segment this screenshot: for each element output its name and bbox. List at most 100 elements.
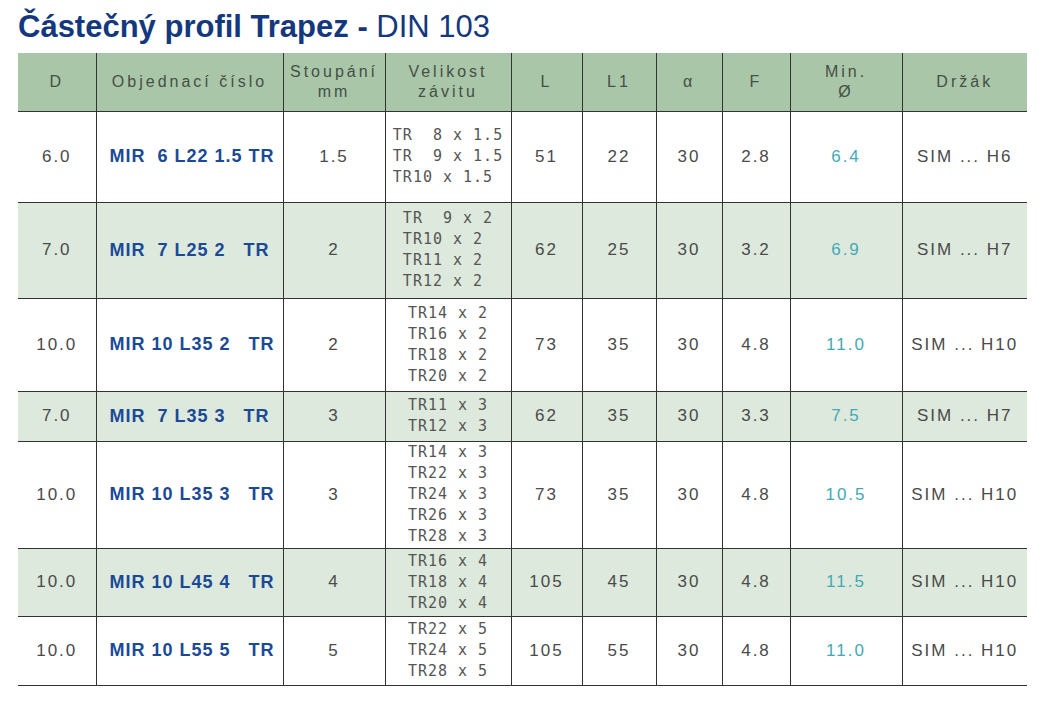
col-header-label: Držák <box>936 73 993 90</box>
thread-sizes-block: TR14 x 2TR16 x 2TR18 x 2TR20 x 2 <box>408 303 488 387</box>
cell-order-number: MIR 7 L35 3 TR <box>96 391 283 441</box>
cell-order-number: MIR 6 L22 1.5 TR <box>96 111 283 202</box>
cell-pitch: 2 <box>283 202 385 298</box>
col-header-label: α <box>683 73 695 90</box>
cell-holder: SIM ... H7 <box>902 202 1027 298</box>
col-header-pitch: Stoupánímm <box>283 53 385 111</box>
cell-order-number: MIR 10 L35 3 TR <box>96 441 283 548</box>
cell-f: 4.8 <box>722 298 790 391</box>
thread-size: TR16 x 2 <box>408 324 488 345</box>
cell-pitch: 3 <box>283 391 385 441</box>
table-row: 10.0 MIR 10 L45 4 TR 4 TR16 x 4TR18 x 4T… <box>18 548 1027 616</box>
cell-order-number: MIR 10 L55 5 TR <box>96 616 283 685</box>
thread-sizes-block: TR 8 x 1.5TR 9 x 1.5TR10 x 1.5 <box>393 125 503 188</box>
col-header-sublabel: mm <box>284 82 385 102</box>
thread-size: TR12 x 2 <box>403 271 493 292</box>
col-header-l1: L1 <box>582 53 656 111</box>
thread-size: TR28 x 3 <box>408 526 488 547</box>
cell-order-number: MIR 10 L45 4 TR <box>96 548 283 616</box>
table-header: D Objednací číslo Stoupánímm Velikostzáv… <box>18 53 1027 111</box>
cell-min-diameter: 10.5 <box>790 441 902 548</box>
thread-size: TR28 x 5 <box>408 661 488 682</box>
thread-size: TR11 x 2 <box>403 250 493 271</box>
cell-holder: SIM ... H10 <box>902 298 1027 391</box>
cell-pitch: 2 <box>283 298 385 391</box>
cell-d: 7.0 <box>18 391 96 441</box>
cell-holder: SIM ... H6 <box>902 111 1027 202</box>
table-row: 7.0 MIR 7 L25 2 TR 2 TR 9 x 2TR10 x 2TR1… <box>18 202 1027 298</box>
thread-size: TR12 x 3 <box>408 416 488 437</box>
col-header-label: Min. <box>825 63 867 80</box>
thread-sizes-block: TR14 x 3TR22 x 3TR24 x 3TR26 x 3TR28 x 3 <box>408 442 488 547</box>
thread-size: TR22 x 5 <box>408 619 488 640</box>
cell-min-diameter: 11.0 <box>790 298 902 391</box>
cell-f: 4.8 <box>722 548 790 616</box>
cell-holder: SIM ... H10 <box>902 548 1027 616</box>
cell-l1: 35 <box>582 391 656 441</box>
table-body: 6.0 MIR 6 L22 1.5 TR 1.5 TR 8 x 1.5TR 9 … <box>18 111 1027 685</box>
thread-size: TR 8 x 1.5 <box>393 125 503 146</box>
diameter-symbol: Ø <box>791 82 902 102</box>
product-table: D Objednací číslo Stoupánímm Velikostzáv… <box>18 53 1027 686</box>
table-row: 10.0 MIR 10 L35 3 TR 3 TR14 x 3TR22 x 3T… <box>18 441 1027 548</box>
thread-sizes-block: TR16 x 4TR18 x 4TR20 x 4 <box>408 551 488 614</box>
cell-l: 73 <box>511 298 582 391</box>
cell-min-diameter: 6.9 <box>790 202 902 298</box>
thread-size: TR26 x 3 <box>408 505 488 526</box>
cell-alpha: 30 <box>656 441 722 548</box>
cell-l: 62 <box>511 202 582 298</box>
cell-alpha: 30 <box>656 298 722 391</box>
thread-size: TR20 x 4 <box>408 593 488 614</box>
cell-pitch: 3 <box>283 441 385 548</box>
col-header-l: L <box>511 53 582 111</box>
thread-size: TR18 x 2 <box>408 345 488 366</box>
thread-size: TR14 x 2 <box>408 303 488 324</box>
cell-f: 4.8 <box>722 441 790 548</box>
cell-order-number: MIR 10 L35 2 TR <box>96 298 283 391</box>
cell-l: 51 <box>511 111 582 202</box>
col-header-min-diameter: Min. Ø <box>790 53 902 111</box>
table-row: 6.0 MIR 6 L22 1.5 TR 1.5 TR 8 x 1.5TR 9 … <box>18 111 1027 202</box>
cell-l: 105 <box>511 616 582 685</box>
cell-thread-sizes: TR14 x 3TR22 x 3TR24 x 3TR26 x 3TR28 x 3 <box>385 441 511 548</box>
page-title: Částečný profil Trapez - DIN 103 <box>18 9 1049 45</box>
thread-sizes-block: TR 9 x 2TR10 x 2TR11 x 2TR12 x 2 <box>403 208 493 292</box>
cell-alpha: 30 <box>656 391 722 441</box>
cell-l1: 45 <box>582 548 656 616</box>
thread-size: TR14 x 3 <box>408 442 488 463</box>
page-title-main: Částečný profil Trapez - <box>18 9 376 44</box>
col-header-f: F <box>722 53 790 111</box>
cell-alpha: 30 <box>656 548 722 616</box>
cell-pitch: 5 <box>283 616 385 685</box>
thread-size: TR18 x 4 <box>408 572 488 593</box>
thread-size: TR11 x 3 <box>408 395 488 416</box>
cell-d: 10.0 <box>18 298 96 391</box>
col-header-label: L1 <box>607 73 631 90</box>
cell-d: 10.0 <box>18 441 96 548</box>
cell-f: 3.3 <box>722 391 790 441</box>
cell-order-number: MIR 7 L25 2 TR <box>96 202 283 298</box>
cell-thread-sizes: TR22 x 5TR24 x 5TR28 x 5 <box>385 616 511 685</box>
cell-min-diameter: 11.0 <box>790 616 902 685</box>
col-header-thread-size: Velikostzávitu <box>385 53 511 111</box>
cell-pitch: 4 <box>283 548 385 616</box>
cell-thread-sizes: TR16 x 4TR18 x 4TR20 x 4 <box>385 548 511 616</box>
thread-size: TR24 x 3 <box>408 484 488 505</box>
cell-alpha: 30 <box>656 202 722 298</box>
cell-l: 105 <box>511 548 582 616</box>
cell-l: 62 <box>511 391 582 441</box>
cell-l1: 22 <box>582 111 656 202</box>
table-row: 7.0 MIR 7 L35 3 TR 3 TR11 x 3TR12 x 3 62… <box>18 391 1027 441</box>
cell-min-diameter: 6.4 <box>790 111 902 202</box>
cell-d: 10.0 <box>18 616 96 685</box>
col-header-label: Objednací číslo <box>112 73 267 90</box>
cell-d: 10.0 <box>18 548 96 616</box>
cell-holder: SIM ... H10 <box>902 441 1027 548</box>
col-header-order-number: Objednací číslo <box>96 53 283 111</box>
thread-sizes-block: TR11 x 3TR12 x 3 <box>408 395 488 437</box>
cell-min-diameter: 11.5 <box>790 548 902 616</box>
cell-holder: SIM ... H10 <box>902 616 1027 685</box>
cell-d: 6.0 <box>18 111 96 202</box>
col-header-label: Velikost <box>408 63 487 80</box>
col-header-label: F <box>750 73 763 90</box>
